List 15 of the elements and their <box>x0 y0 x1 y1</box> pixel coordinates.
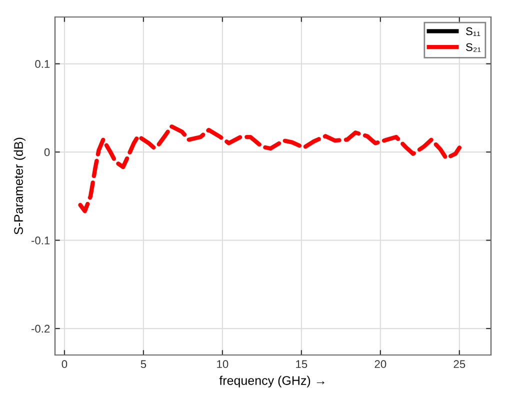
y-tick-label: -0.1 <box>31 236 50 244</box>
legend-label: S₂₁ <box>466 43 481 52</box>
x-tick-label: 0 <box>62 360 68 368</box>
x-tick-label: 15 <box>296 360 308 368</box>
x-tick-label: 25 <box>454 360 466 368</box>
legend-label: S₁₁ <box>466 27 480 36</box>
y-tick-label: -0.2 <box>31 324 50 333</box>
x-tick-label: 10 <box>217 360 228 368</box>
y-tick-label: 0.1 <box>35 60 50 68</box>
x-tick-label: 20 <box>374 360 386 368</box>
line-series <box>78 124 462 214</box>
y-tick-label: 0 <box>44 148 50 156</box>
x-tick-label: 5 <box>140 360 146 368</box>
x-axis-title: frequency (GHz) → <box>219 376 324 388</box>
y-axis-title: S-Parameter (dB) <box>14 138 26 234</box>
